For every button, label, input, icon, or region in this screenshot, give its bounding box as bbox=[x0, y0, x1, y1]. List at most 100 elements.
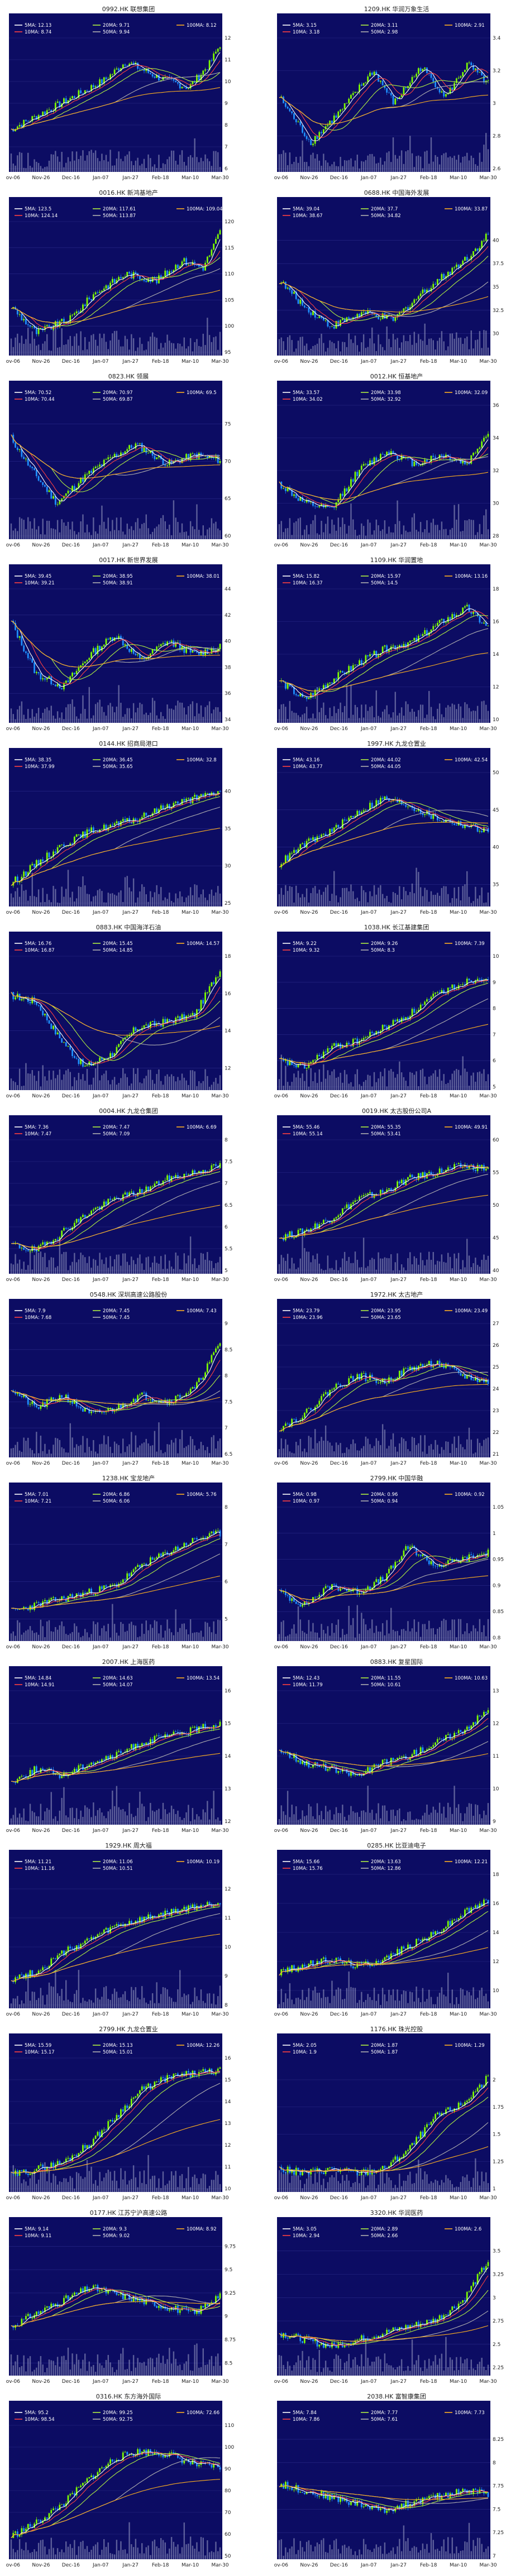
candle-body bbox=[99, 291, 101, 293]
volume-bar bbox=[131, 718, 132, 723]
candle-body bbox=[419, 809, 422, 814]
volume-bar bbox=[381, 1076, 384, 1090]
y-tick-label: 40 bbox=[493, 238, 499, 243]
volume-bar bbox=[297, 1267, 299, 1274]
volume-bar bbox=[207, 1076, 208, 1090]
volume-bar bbox=[416, 1258, 417, 1274]
volume-bar bbox=[306, 1069, 308, 1090]
candle-body bbox=[428, 810, 430, 816]
candle-body bbox=[46, 852, 48, 862]
volume-bar bbox=[82, 1255, 84, 1274]
candle-body bbox=[394, 1020, 397, 1021]
volume-bar bbox=[361, 885, 362, 906]
volume-bar bbox=[386, 895, 388, 906]
volume-bar bbox=[185, 348, 187, 356]
candle-body bbox=[56, 1400, 59, 1402]
candle-body bbox=[198, 453, 200, 459]
volume-bar bbox=[207, 1447, 208, 1457]
volume-bar bbox=[318, 160, 320, 172]
candle-body bbox=[483, 75, 485, 83]
volume-bar bbox=[430, 137, 432, 172]
volume-bar bbox=[147, 341, 149, 356]
volume-bar bbox=[405, 1270, 407, 1274]
volume-bar bbox=[390, 1069, 392, 1090]
candle-body bbox=[50, 856, 52, 858]
x-tick-label: Jan-07 bbox=[92, 1277, 109, 1283]
x-tick-label: Jan-07 bbox=[92, 543, 109, 548]
volume-bar bbox=[56, 156, 59, 172]
candle-body bbox=[483, 622, 485, 623]
volume-bar bbox=[394, 893, 396, 906]
candle-body bbox=[405, 1179, 407, 1185]
candle-body bbox=[479, 71, 481, 73]
volume-bar bbox=[137, 708, 139, 723]
candle-body bbox=[289, 1231, 291, 1237]
volume-bar bbox=[285, 350, 287, 356]
candle-body bbox=[21, 636, 23, 646]
candle-body bbox=[343, 672, 346, 674]
candle-body bbox=[215, 239, 217, 244]
plot-background bbox=[277, 13, 490, 172]
candle-body bbox=[360, 84, 362, 86]
volume-bar bbox=[34, 716, 35, 723]
volume-bar bbox=[411, 1264, 413, 1274]
candle-body bbox=[362, 311, 365, 313]
candle-body bbox=[166, 804, 168, 808]
x-tick-label: Mar-10 bbox=[182, 359, 199, 364]
candle-body bbox=[50, 490, 52, 499]
candle-body bbox=[187, 454, 189, 460]
candle-body bbox=[369, 803, 371, 810]
legend-entry: 10MA: 37.99 bbox=[25, 764, 55, 770]
volume-bar bbox=[120, 1453, 122, 1457]
volume-bar bbox=[430, 522, 432, 539]
volume-bar bbox=[124, 534, 126, 539]
volume-bar bbox=[116, 517, 118, 539]
volume-bar bbox=[217, 1441, 219, 1457]
candle-body bbox=[166, 270, 168, 276]
volume-bar bbox=[18, 343, 21, 356]
candle-body bbox=[200, 650, 202, 655]
volume-bar bbox=[373, 1259, 375, 1274]
candle-body bbox=[200, 74, 202, 80]
volume-bar bbox=[15, 528, 16, 539]
volume-bar bbox=[386, 326, 388, 356]
candle-body bbox=[54, 1239, 56, 1241]
candle-body bbox=[15, 443, 16, 448]
candle-body bbox=[65, 98, 67, 103]
candle-body bbox=[293, 1065, 295, 1066]
candle-body bbox=[194, 262, 196, 265]
volume-bar bbox=[173, 902, 175, 906]
x-tick-label: Nov-06 bbox=[274, 543, 288, 548]
volume-bar bbox=[283, 704, 284, 723]
x-tick-label: Jan-07 bbox=[360, 726, 377, 732]
x-tick-label: Mar-10 bbox=[182, 543, 199, 548]
volume-bar bbox=[15, 1254, 16, 1274]
volume-bar bbox=[158, 894, 160, 906]
legend-entry: 5MA: 15.82 bbox=[293, 574, 319, 579]
volume-bar bbox=[74, 531, 75, 539]
volume-bar bbox=[88, 151, 90, 172]
volume-bar bbox=[447, 705, 449, 723]
volume-bar bbox=[137, 1447, 139, 1457]
volume-bar bbox=[426, 1084, 428, 1090]
candle-body bbox=[327, 320, 329, 327]
candle-body bbox=[337, 111, 340, 118]
candle-body bbox=[362, 1195, 365, 1197]
candle-body bbox=[88, 471, 90, 474]
volume-bar bbox=[52, 528, 54, 539]
x-tick-label: Dec-16 bbox=[330, 175, 348, 181]
volume-bar bbox=[150, 1446, 151, 1457]
candle-body bbox=[215, 977, 217, 984]
candle-body bbox=[356, 810, 359, 816]
volume-bar bbox=[17, 888, 18, 906]
candle-body bbox=[88, 90, 90, 92]
volume-bar bbox=[378, 525, 379, 539]
candle-body bbox=[468, 260, 470, 261]
volume-bar bbox=[166, 159, 168, 172]
volume-bar bbox=[483, 1254, 485, 1274]
candle-body bbox=[392, 316, 394, 321]
volume-bar bbox=[207, 900, 208, 906]
candle-body bbox=[135, 272, 137, 274]
volume-bar bbox=[204, 1450, 206, 1457]
volume-bar bbox=[375, 894, 377, 906]
